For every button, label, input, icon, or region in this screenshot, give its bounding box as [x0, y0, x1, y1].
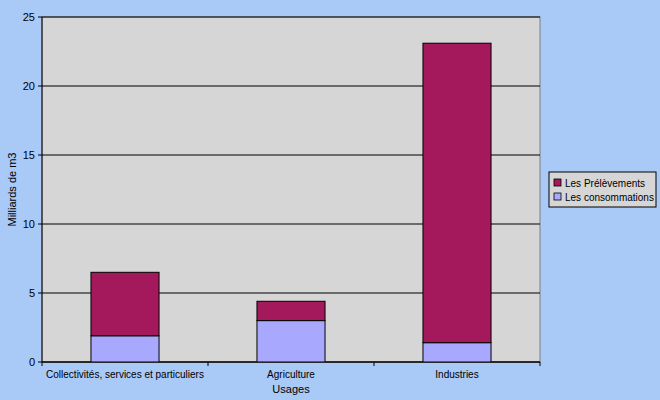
legend-label: Les Prélèvements	[565, 178, 645, 189]
category-tick	[540, 362, 541, 366]
x-axis-label: Usages	[272, 383, 310, 395]
tick-mark	[38, 155, 42, 156]
tick-label: 5	[29, 287, 35, 299]
tick-mark	[38, 362, 42, 363]
legend-swatch	[554, 193, 561, 200]
background	[0, 0, 660, 400]
y-axis-label: Milliards de m3	[6, 153, 18, 227]
bar-segment	[91, 336, 159, 362]
bar-segment	[423, 43, 491, 342]
category-label: Industries	[435, 369, 478, 380]
legend-label: Les consommations	[565, 192, 654, 203]
legend: Les Prélèvements Les consommations	[549, 172, 656, 207]
plot-area	[42, 17, 540, 362]
tick-mark	[38, 86, 42, 87]
bars	[91, 43, 491, 362]
legend-swatch	[554, 179, 561, 186]
tick-label: 25	[23, 11, 35, 23]
bar-segment	[257, 321, 325, 362]
chart-container: 0 5 10 15 20 25 Collectivités, services et par…	[0, 0, 660, 400]
grid-line	[42, 17, 540, 18]
tick-label: 15	[23, 149, 35, 161]
category-tick	[208, 362, 209, 366]
y-axis	[42, 17, 43, 362]
category-label: Collectivités, services et particuliers	[46, 369, 204, 380]
tick-mark	[38, 293, 42, 294]
bar-segment	[423, 343, 491, 362]
bar-segment	[91, 272, 159, 335]
bar-segment	[257, 301, 325, 320]
tick-label: 20	[23, 80, 35, 92]
chart: 0 5 10 15 20 25 Collectivités, services et par…	[0, 0, 660, 400]
tick-mark	[38, 224, 42, 225]
category-tick	[374, 362, 375, 366]
tick-label: 0	[29, 356, 35, 368]
legend-box	[549, 172, 656, 207]
category-label: Agriculture	[267, 369, 315, 380]
category-tick	[42, 362, 43, 366]
tick-mark	[38, 17, 42, 18]
tick-label: 10	[23, 218, 35, 230]
